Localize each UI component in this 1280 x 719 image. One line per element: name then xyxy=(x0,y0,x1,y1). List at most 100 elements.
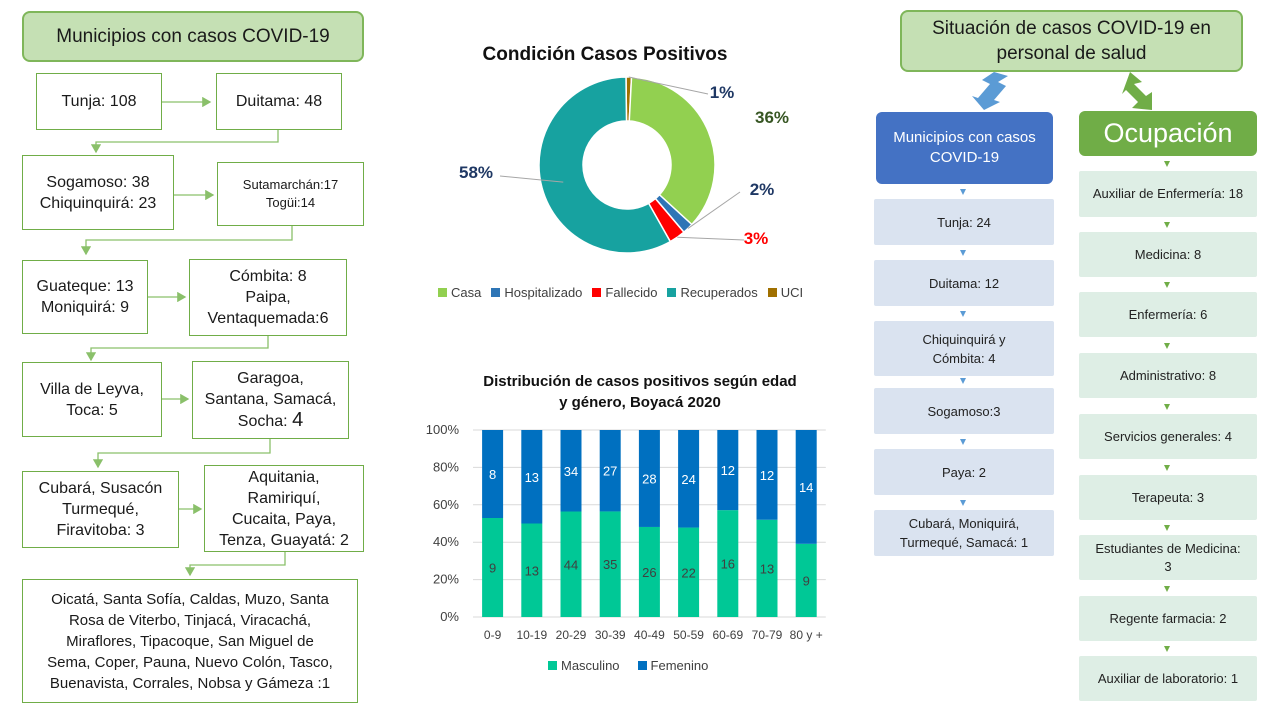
y-tick-label: 60% xyxy=(433,497,459,512)
bar-value-label: 9 xyxy=(803,573,810,588)
bar-value-label: 24 xyxy=(681,472,695,487)
municipio-label: Villa de Leyva, xyxy=(40,380,144,398)
bar-segment-femenino xyxy=(795,430,817,544)
municipio-personal-item: Cubará, Moniquirá, Turmequé, Samacá: 1 xyxy=(874,510,1054,556)
right-panel-title: Situación de casos COVID-19 en personal … xyxy=(900,10,1243,72)
municipio-label: Buenavista, Corrales, Nobsa y Gámeza :1 xyxy=(49,674,331,692)
municipio-box-garagoa: Garagoa, Santana, Samacá, Socha: 4 xyxy=(192,361,349,439)
legend-swatch xyxy=(637,660,647,670)
municipio-label: Paipa, xyxy=(245,289,291,306)
municipio-label: Togüi:14 xyxy=(265,195,316,210)
y-tick-label: 80% xyxy=(433,459,459,474)
municipio-box-tunja: Tunja: 108 xyxy=(36,73,162,130)
bar-value-label: 26 xyxy=(642,565,656,580)
donut-chart: 36% 2% 3% 58% 1% xyxy=(459,76,789,254)
legend-label: Casa xyxy=(451,284,482,300)
bar-segment-masculino xyxy=(599,511,621,617)
bar-value-label: 13 xyxy=(760,561,774,576)
item-text: Servicios generales: 4 xyxy=(1104,428,1232,444)
municipio-box-cubara: Cubará, Susacón Turmequé, Firavitoba: 3 xyxy=(22,471,179,548)
donut-slice xyxy=(538,76,672,254)
slice-value-label: 36% xyxy=(755,108,789,127)
municipio-label: Duitama: 48 xyxy=(235,93,323,110)
leader-line xyxy=(687,191,741,229)
municipio-label: Chiquinquirá: 23 xyxy=(39,194,157,212)
item-text: Auxiliar de Enfermería: 18 xyxy=(1092,186,1244,201)
municipio-label: Sema, Coper, Pauna, Nuevo Colón, Tasco, xyxy=(47,653,333,671)
ocupacion-item: Servicios generales: 4 xyxy=(1079,414,1257,459)
y-tick-label: 20% xyxy=(433,572,459,587)
municipio-personal-item: Tunja: 24 xyxy=(874,199,1054,245)
ocupacion-item: Regente farmacia: 2 xyxy=(1079,596,1257,641)
municipio-label: Oicatá, Santa Sofía, Caldas, Muzo, Santa xyxy=(51,590,329,608)
bar-value-label: 34 xyxy=(564,464,578,479)
item-text: Sogamoso:3 xyxy=(927,403,1001,419)
municipio-label: Tunja: 108 xyxy=(61,93,137,110)
y-tick-label: 0% xyxy=(440,609,459,624)
legend-label: Femenino xyxy=(650,657,709,673)
bar-segment-masculino xyxy=(482,518,504,617)
bar-segment-masculino xyxy=(717,510,739,617)
connector-arrow xyxy=(92,439,271,469)
item-text: Cubará, Moniquirá, xyxy=(908,516,1020,531)
bar-segment-femenino xyxy=(521,430,543,524)
connector-arrow-icon xyxy=(960,311,966,317)
connector-arrow-icon xyxy=(960,378,966,384)
municipio-label: Socha: xyxy=(237,413,288,430)
connector-arrow-icon xyxy=(1164,465,1170,471)
bar-segment-femenino xyxy=(678,430,700,528)
x-tick-label: 30-39 xyxy=(595,628,626,642)
item-text: Chiquinquirá y xyxy=(922,331,1006,347)
legend-swatch xyxy=(592,287,602,297)
y-tick-label: 40% xyxy=(433,534,459,549)
bar-value-label: 12 xyxy=(721,463,735,478)
connector-arrow-icon xyxy=(1164,282,1170,288)
legend-swatch xyxy=(438,287,447,297)
x-tick-label: 10-19 xyxy=(516,628,547,642)
connector-arrow-icon xyxy=(1164,586,1170,592)
municipio-label: Tenza, Guayatá: 2 xyxy=(219,531,349,549)
donut-slice xyxy=(628,76,716,226)
item-text: 3 xyxy=(1164,558,1172,574)
bar-value-label: 28 xyxy=(642,471,656,486)
x-tick-label: 40-49 xyxy=(634,628,665,642)
municipio-box-guateque: Guateque: 13 Moniquirá: 9 xyxy=(22,260,148,334)
connector-arrow-icon xyxy=(1164,343,1170,349)
municipio-label: Sutamarchán:17 xyxy=(242,177,339,192)
bar-segment-femenino xyxy=(560,430,582,512)
left-panel-title-text: Municipios con casos COVID-19 xyxy=(56,25,330,47)
connector-arrow-icon xyxy=(960,500,966,506)
connector-arrow xyxy=(184,552,286,577)
connector-arrow-icon xyxy=(1164,161,1170,167)
connector-arrow-icon xyxy=(1164,646,1170,652)
connector-arrow-icon xyxy=(960,250,966,256)
x-tick-label: 20-29 xyxy=(556,628,587,642)
item-text: Administrativo: 8 xyxy=(1119,367,1217,383)
leader-line xyxy=(499,175,564,183)
item-text: Regente farmacia: 2 xyxy=(1109,610,1227,626)
donut-chart-title: Condición Casos Positivos xyxy=(482,44,728,65)
y-tick-label: 100% xyxy=(426,422,460,437)
right-panel-title-line: personal de salud xyxy=(996,43,1147,64)
municipio-box-final: Oicatá, Santa Sofía, Caldas, Muzo, Santa… xyxy=(22,579,358,703)
left-flow-connectors xyxy=(80,96,293,577)
bar-segment-femenino xyxy=(599,430,621,512)
bar-value-label: 16 xyxy=(721,557,735,572)
legend-label: UCI xyxy=(780,284,804,300)
municipio-label: Cubará, Susacón xyxy=(38,480,163,497)
municipio-label: Sogamoso: 38 xyxy=(46,173,150,191)
municipio-box-villa-de-leyva: Villa de Leyva, Toca: 5 xyxy=(22,362,162,437)
legend-swatch xyxy=(491,287,501,297)
bar-segment-masculino xyxy=(678,527,700,617)
municipio-box-sogamoso: Sogamoso: 38 Chiquinquirá: 23 xyxy=(22,155,174,230)
ocupacion-item: Auxiliar de laboratorio: 1 xyxy=(1079,656,1257,701)
bar-segment-masculino xyxy=(756,519,778,617)
legend-label: Hospitalizado xyxy=(504,284,583,300)
municipio-label: Santana, Samacá, xyxy=(204,391,337,408)
connector-arrow-icon xyxy=(1164,222,1170,228)
item-text: Tunja: 24 xyxy=(937,214,991,230)
legend-swatch xyxy=(767,287,777,297)
item-text: Enfermería: 6 xyxy=(1128,306,1208,322)
ocupacion-header-text: Ocupación xyxy=(1103,118,1233,148)
municipio-label: Toca: 5 xyxy=(66,401,118,419)
